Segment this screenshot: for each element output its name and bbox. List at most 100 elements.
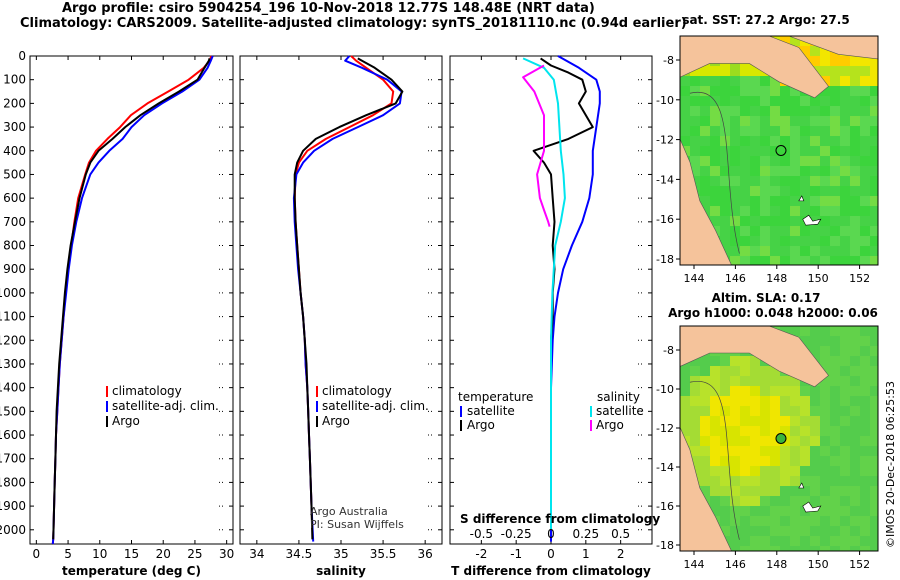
map-cell (760, 196, 770, 206)
map-cell (830, 206, 840, 216)
depth-tick-label: 100 (3, 73, 26, 87)
depth-tick-label: 1600 (0, 428, 26, 442)
map-cell (840, 126, 850, 136)
map-cell (760, 396, 770, 406)
map-cell (810, 446, 820, 456)
map-cell (850, 236, 860, 246)
map-cell (790, 466, 800, 476)
map-cell (850, 366, 860, 376)
map-cell (730, 376, 740, 386)
map-cell (810, 436, 820, 446)
map-cell (780, 226, 790, 236)
map-cell (760, 126, 770, 136)
map-cell (830, 356, 840, 366)
map-cell (820, 126, 830, 136)
map-cell (710, 146, 720, 156)
map-cell (830, 76, 840, 86)
map-cell (720, 496, 730, 506)
x-tick-label: 35.5 (370, 547, 397, 561)
map-cell (860, 166, 870, 176)
map-cell (850, 466, 860, 476)
map-cell (870, 486, 878, 496)
lon-label: 152 (849, 272, 870, 285)
map-cell (760, 486, 770, 496)
map-cell (790, 386, 800, 396)
map-cell (870, 176, 878, 186)
map-cell (740, 156, 750, 166)
map-cell (750, 96, 760, 106)
map-cell (830, 346, 840, 356)
map-cell (730, 426, 740, 436)
map-cell (750, 396, 760, 406)
map-cell (820, 136, 830, 146)
map-cell (710, 216, 720, 226)
map-cell (840, 66, 850, 76)
map-cell (700, 436, 710, 446)
map-cell (830, 506, 840, 516)
map-cell (850, 136, 860, 146)
map-cell (830, 446, 840, 456)
map-cell (750, 526, 760, 536)
map-cell (710, 166, 720, 176)
map-cell (810, 386, 820, 396)
map-cell (750, 66, 760, 76)
series-line-argo_salinity_diff (522, 64, 551, 227)
map-cell (820, 216, 830, 226)
map-cell (870, 146, 878, 156)
map-cell (770, 186, 780, 196)
map-cell (750, 426, 760, 436)
map-cell (700, 386, 710, 396)
legend-label: satellite (596, 404, 644, 418)
plot-frame-temperature (29, 55, 234, 545)
map-cell (730, 76, 740, 86)
map-cell (740, 116, 750, 126)
map-cell (760, 536, 770, 546)
map-cell (690, 116, 700, 126)
map-cell (860, 246, 870, 256)
map-cell (720, 76, 730, 86)
map-cell (750, 246, 760, 256)
secondary-x-tick-label: 0.5 (611, 527, 630, 541)
map-cell (830, 256, 840, 265)
map-cell (840, 176, 850, 186)
map-cell (690, 156, 700, 166)
map-cell (780, 166, 790, 176)
map-cell (740, 86, 750, 96)
map-cell (820, 176, 830, 186)
map-cell (710, 456, 720, 466)
map-cell (800, 206, 810, 216)
map-cell (860, 336, 870, 346)
map-cell (730, 246, 740, 256)
lon-label: 144 (684, 272, 705, 285)
map-cell (710, 476, 720, 486)
map-cell (750, 156, 760, 166)
map-cell (870, 386, 878, 396)
map-cell (870, 226, 878, 236)
legend-marker-climatology (316, 386, 318, 397)
land-australia (680, 138, 732, 265)
map-cell (850, 96, 860, 106)
map-cell (700, 376, 710, 386)
map-field (680, 326, 878, 551)
map-cell (830, 466, 840, 476)
map-cell (860, 186, 870, 196)
map-cell (730, 366, 740, 376)
secondary-x-tick-label: -0.25 (501, 527, 532, 541)
map-cell (820, 66, 830, 76)
map-cell (830, 116, 840, 126)
map-cell (870, 416, 878, 426)
map-cell (820, 536, 830, 546)
map-cell (750, 136, 760, 146)
map-cell (760, 426, 770, 436)
map-cell (770, 546, 780, 551)
map-cell (820, 326, 830, 336)
map-cell (750, 86, 760, 96)
map-cell (850, 216, 860, 226)
x-axis-label: temperature (deg C) (62, 564, 201, 578)
depth-tick-label: 400 (3, 144, 26, 158)
map-cell (800, 526, 810, 536)
map-cell (700, 146, 710, 156)
map-cell (800, 446, 810, 456)
map-cell (860, 526, 870, 536)
map-cell (770, 116, 780, 126)
